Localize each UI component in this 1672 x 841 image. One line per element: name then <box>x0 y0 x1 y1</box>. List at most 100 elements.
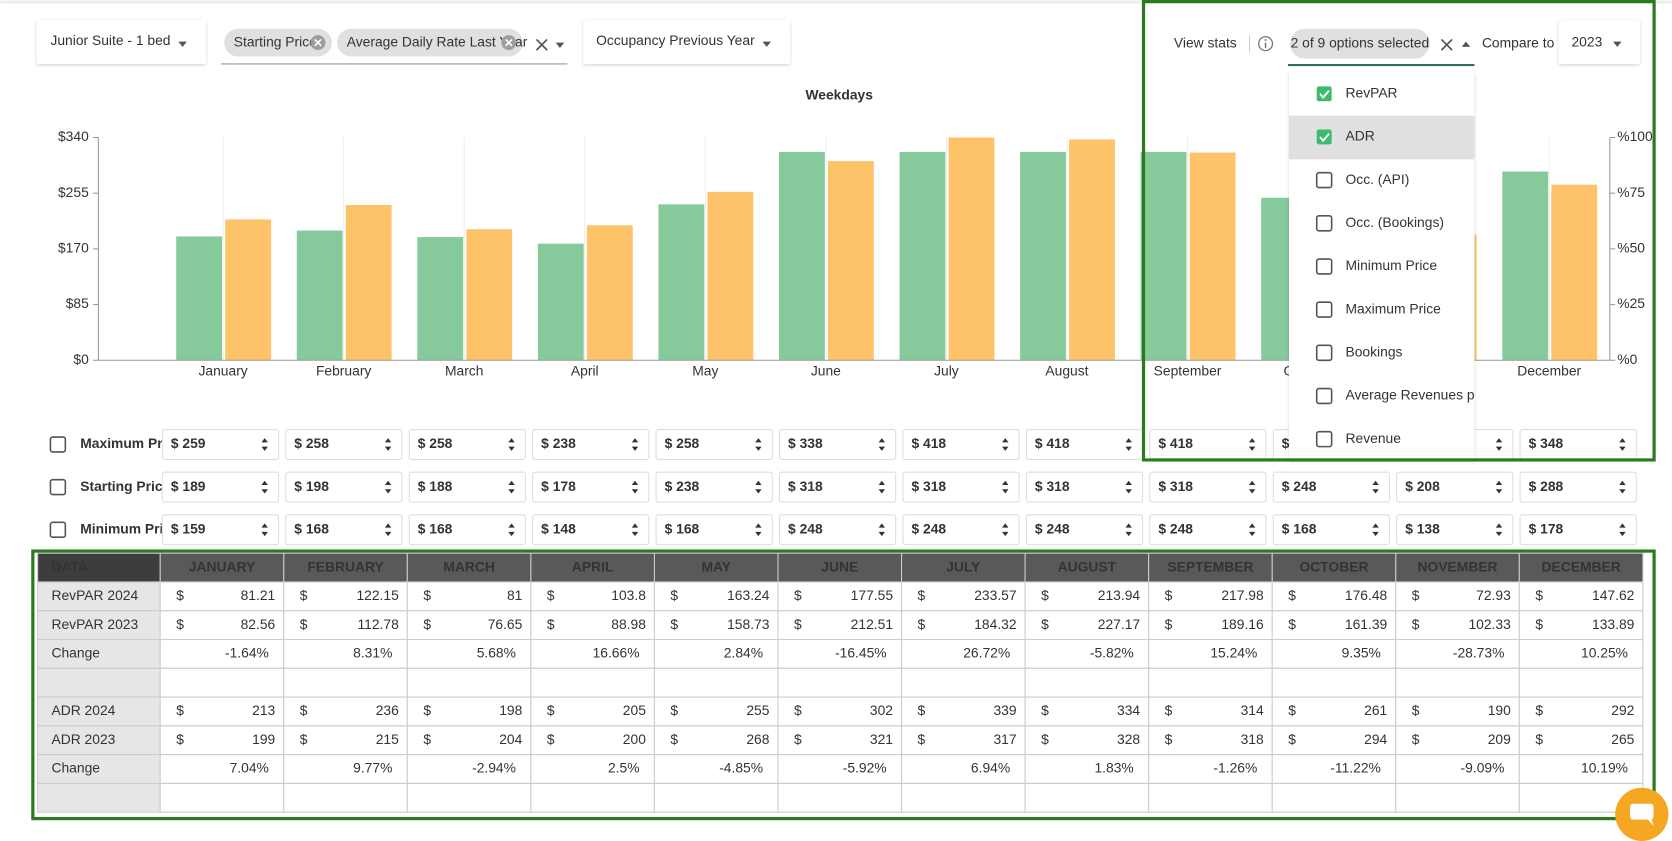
spin-up[interactable] <box>1619 480 1626 485</box>
spin-down[interactable] <box>1002 489 1009 494</box>
price-input[interactable] <box>408 471 526 503</box>
occupancy-select[interactable] <box>583 20 791 64</box>
spin-up[interactable] <box>878 480 886 485</box>
spin-down[interactable] <box>1002 446 1009 451</box>
spin-up[interactable] <box>384 438 392 443</box>
spin-down[interactable] <box>1619 446 1626 451</box>
price-input[interactable] <box>1272 514 1390 546</box>
spin-up[interactable] <box>1495 523 1503 528</box>
spin-down[interactable] <box>384 446 392 451</box>
spin-up[interactable] <box>1619 523 1626 528</box>
spin-down[interactable] <box>1619 531 1626 537</box>
price-input[interactable] <box>532 471 650 503</box>
spin-up[interactable] <box>878 523 886 528</box>
spin-up[interactable] <box>1495 480 1503 485</box>
spin-down[interactable] <box>1125 446 1132 451</box>
spin-down[interactable] <box>508 531 515 537</box>
spin-up[interactable] <box>1002 438 1009 443</box>
room-select[interactable] <box>36 20 207 64</box>
spin-down[interactable] <box>1248 489 1256 494</box>
spin-down[interactable] <box>878 531 886 537</box>
spin-up[interactable] <box>384 480 392 485</box>
spin-up[interactable] <box>1372 480 1379 485</box>
spin-down[interactable] <box>1248 531 1256 537</box>
spin-up[interactable] <box>1002 523 1009 528</box>
option-checkbox[interactable] <box>1315 171 1333 189</box>
spin-down[interactable] <box>631 531 639 537</box>
price-input[interactable] <box>778 471 897 503</box>
row-checkbox[interactable] <box>49 521 67 539</box>
spin-up[interactable] <box>261 438 268 443</box>
spin-down[interactable] <box>261 489 268 494</box>
price-input[interactable] <box>902 471 1020 503</box>
spin-down[interactable] <box>1002 531 1009 537</box>
spin-up[interactable] <box>261 523 268 528</box>
spin-down[interactable] <box>508 489 515 494</box>
spin-down[interactable] <box>631 446 639 451</box>
price-input[interactable] <box>161 514 280 546</box>
option-checkbox[interactable] <box>1315 344 1333 362</box>
spin-down[interactable] <box>1495 446 1503 451</box>
spin-down[interactable] <box>1372 489 1379 494</box>
spin-up[interactable] <box>755 438 762 443</box>
spin-up[interactable] <box>508 480 515 485</box>
spin-up[interactable] <box>631 438 639 443</box>
option-checkbox[interactable] <box>1315 387 1333 405</box>
spin-up[interactable] <box>1125 480 1132 485</box>
option-checkbox-checked[interactable] <box>1316 129 1332 145</box>
option-checkbox[interactable] <box>1315 215 1333 232</box>
clear-icon[interactable] <box>535 38 548 51</box>
row-checkbox[interactable] <box>49 478 67 496</box>
price-input[interactable] <box>1396 514 1514 546</box>
spin-up[interactable] <box>755 480 762 485</box>
spin-up[interactable] <box>1002 480 1009 485</box>
spin-down[interactable] <box>631 489 639 494</box>
spin-up[interactable] <box>631 480 639 485</box>
option-checkbox[interactable] <box>1315 258 1333 275</box>
price-input[interactable] <box>1272 471 1390 503</box>
price-input[interactable] <box>285 514 403 546</box>
price-input[interactable] <box>1396 471 1514 503</box>
spin-down[interactable] <box>1495 489 1503 494</box>
price-input[interactable] <box>285 471 403 503</box>
row-checkbox[interactable] <box>49 436 67 453</box>
spin-down[interactable] <box>1372 531 1379 537</box>
spin-down[interactable] <box>1125 489 1132 494</box>
price-input[interactable] <box>1149 471 1267 503</box>
spin-down[interactable] <box>1125 531 1132 537</box>
spin-down[interactable] <box>878 446 886 451</box>
spin-down[interactable] <box>261 446 268 451</box>
spin-up[interactable] <box>1248 523 1256 528</box>
price-input[interactable] <box>655 429 773 460</box>
price-input[interactable] <box>532 429 650 460</box>
spin-down[interactable] <box>878 489 886 494</box>
price-input[interactable] <box>161 429 280 460</box>
spin-down[interactable] <box>384 489 392 494</box>
selected-pill[interactable] <box>1290 28 1430 59</box>
price-input[interactable] <box>778 429 897 460</box>
price-input[interactable] <box>408 429 526 460</box>
price-input[interactable] <box>655 471 773 503</box>
spin-up[interactable] <box>1372 523 1379 528</box>
option-checkbox-checked[interactable] <box>1316 86 1332 102</box>
spin-up[interactable] <box>1125 438 1132 443</box>
spin-up[interactable] <box>755 523 762 528</box>
spin-down[interactable] <box>1495 531 1503 537</box>
price-input[interactable] <box>1025 471 1144 503</box>
price-input[interactable] <box>1519 514 1637 546</box>
spin-down[interactable] <box>755 446 762 451</box>
spin-up[interactable] <box>384 523 392 528</box>
option-checkbox[interactable] <box>1315 430 1333 448</box>
spin-up[interactable] <box>1248 438 1256 443</box>
price-input[interactable] <box>655 514 773 546</box>
price-input[interactable] <box>778 514 897 546</box>
spin-up[interactable] <box>1125 523 1132 528</box>
spin-up[interactable] <box>508 523 515 528</box>
price-input[interactable] <box>161 471 280 503</box>
price-input[interactable] <box>902 429 1020 460</box>
price-input[interactable] <box>1149 514 1267 546</box>
spin-down[interactable] <box>755 489 762 494</box>
spin-up[interactable] <box>631 523 639 528</box>
price-input[interactable] <box>1519 471 1637 503</box>
spin-down[interactable] <box>508 446 515 451</box>
